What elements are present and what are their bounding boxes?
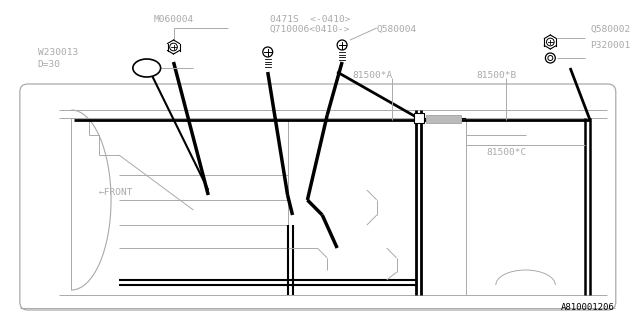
Bar bbox=[426, 115, 461, 123]
Text: Q580004: Q580004 bbox=[377, 25, 417, 34]
Ellipse shape bbox=[133, 59, 161, 77]
Text: M060004: M060004 bbox=[154, 15, 194, 24]
Text: 81500*B: 81500*B bbox=[476, 71, 516, 80]
Circle shape bbox=[337, 40, 347, 50]
Text: P320001: P320001 bbox=[590, 41, 630, 50]
Text: Q710006<0410->: Q710006<0410-> bbox=[269, 25, 350, 34]
Text: 0471S  <-0410>: 0471S <-0410> bbox=[269, 15, 350, 24]
Text: D=30: D=30 bbox=[38, 60, 61, 69]
Circle shape bbox=[548, 55, 553, 60]
Circle shape bbox=[545, 53, 556, 63]
Circle shape bbox=[547, 38, 554, 46]
Text: 81500*C: 81500*C bbox=[486, 148, 526, 157]
Text: ←FRONT: ←FRONT bbox=[99, 188, 134, 197]
Bar bbox=[415, 113, 424, 123]
Text: Q580002: Q580002 bbox=[590, 25, 630, 34]
Text: A810001206: A810001206 bbox=[561, 303, 615, 312]
Circle shape bbox=[170, 43, 177, 51]
Text: 81500*A: 81500*A bbox=[352, 71, 392, 80]
Text: W230013: W230013 bbox=[38, 48, 78, 57]
Circle shape bbox=[263, 47, 273, 57]
